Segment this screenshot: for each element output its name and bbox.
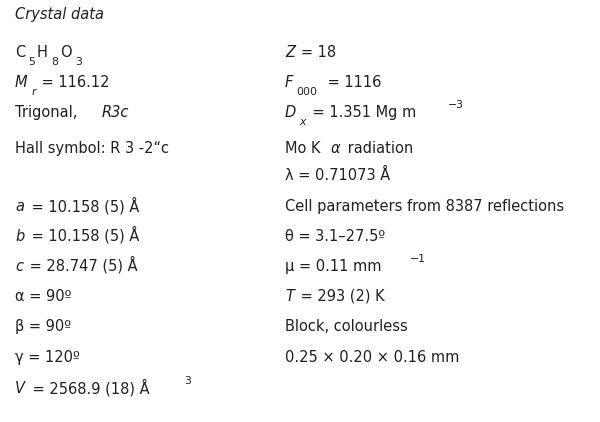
Text: x: x [299, 117, 306, 127]
Text: γ = 120º: γ = 120º [15, 350, 80, 365]
Text: F: F [285, 76, 293, 90]
Text: = 28.747 (5) Å: = 28.747 (5) Å [25, 257, 138, 274]
Text: C: C [15, 45, 25, 60]
Text: D: D [285, 106, 296, 120]
Text: Z: Z [285, 45, 295, 60]
Text: 3: 3 [185, 376, 191, 386]
Text: Block, colourless: Block, colourless [285, 319, 408, 334]
Text: R3c: R3c [101, 106, 129, 120]
Text: radiation: radiation [343, 141, 413, 156]
Text: 3: 3 [75, 57, 82, 67]
Text: = 1.351 Mg m: = 1.351 Mg m [308, 106, 416, 120]
Text: = 10.158 (5) Å: = 10.158 (5) Å [26, 197, 139, 214]
Text: Hall symbol: R 3 -2“c: Hall symbol: R 3 -2“c [15, 141, 169, 156]
Text: Mo K: Mo K [285, 141, 320, 156]
Text: β = 90º: β = 90º [15, 319, 71, 334]
Text: α = 90º: α = 90º [15, 289, 71, 304]
Text: = 293 (2) K: = 293 (2) K [296, 289, 385, 304]
Text: λ = 0.71073 Å: λ = 0.71073 Å [285, 168, 390, 183]
Text: −1: −1 [410, 254, 425, 264]
Text: Crystal data: Crystal data [15, 7, 104, 22]
Text: c: c [15, 259, 23, 274]
Text: r: r [31, 87, 36, 97]
Text: = 1116: = 1116 [323, 76, 381, 90]
Text: = 10.158 (5) Å: = 10.158 (5) Å [27, 227, 139, 244]
Text: Trigonal,: Trigonal, [15, 106, 82, 120]
Text: = 116.12: = 116.12 [37, 76, 110, 90]
Text: θ = 3.1–27.5º: θ = 3.1–27.5º [285, 229, 385, 244]
Text: −3: −3 [448, 100, 463, 110]
Text: T: T [285, 289, 294, 304]
Text: O: O [60, 45, 71, 60]
Text: 0.25 × 0.20 × 0.16 mm: 0.25 × 0.20 × 0.16 mm [285, 350, 460, 365]
Text: 000: 000 [296, 87, 317, 97]
Text: V: V [15, 381, 25, 396]
Text: a: a [15, 199, 24, 214]
Text: = 18: = 18 [298, 45, 336, 60]
Text: b: b [15, 229, 24, 244]
Text: = 2568.9 (18) Å: = 2568.9 (18) Å [28, 379, 149, 396]
Text: 5: 5 [28, 57, 35, 67]
Text: M: M [15, 76, 28, 90]
Text: H: H [37, 45, 48, 60]
Text: Cell parameters from 8387 reflections: Cell parameters from 8387 reflections [285, 199, 564, 214]
Text: 8: 8 [51, 57, 58, 67]
Text: α: α [331, 141, 340, 156]
Text: μ = 0.11 mm: μ = 0.11 mm [285, 259, 382, 274]
